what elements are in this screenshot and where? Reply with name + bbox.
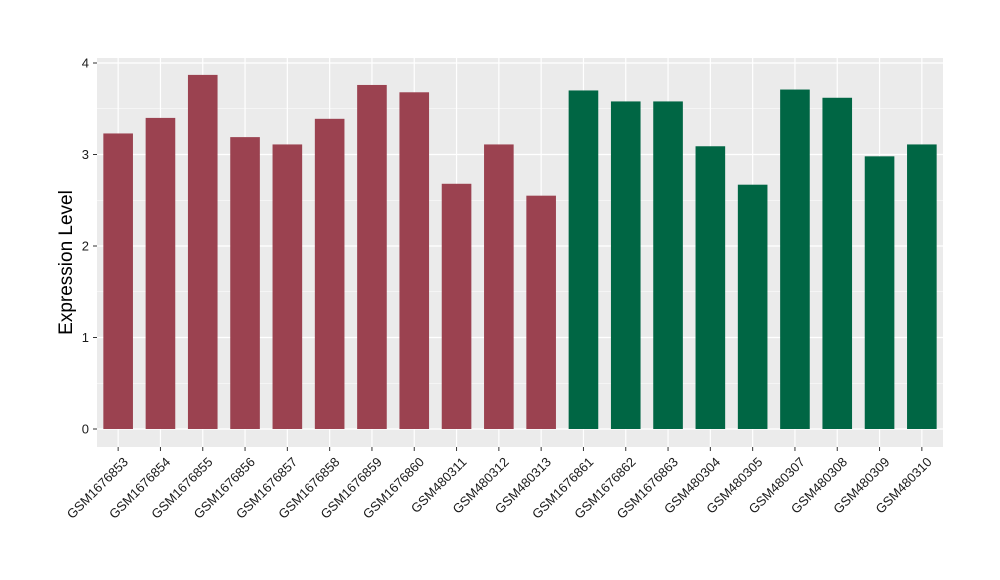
x-axis: GSM1676853GSM1676854GSM1676855GSM1676856… [64,447,935,522]
bar-GSM1676859 [357,84,387,430]
bar-GSM1676855 [187,74,218,430]
y-axis-title: Expression Level [56,190,77,335]
y-axis: 0 1 2 3 4 [82,56,97,437]
bar-GSM480308 [822,97,853,430]
bar-GSM480313 [526,195,556,429]
bar-GSM480311 [441,183,472,429]
y-tick-label: 2 [82,239,89,254]
bar-GSM480309 [864,156,895,429]
bar-GSM1676857 [272,144,303,429]
bar-GSM480305 [737,184,768,429]
bar-GSM480310 [907,144,937,429]
y-tick-label: 0 [82,422,89,437]
plot-panel [97,58,943,447]
bars [103,74,937,430]
y-tick-label: 3 [82,147,89,162]
bar-GSM1676863 [653,101,683,430]
bar-GSM1676853 [103,133,133,429]
bar-GSM1676860 [399,92,430,429]
bar-GSM1676861 [568,90,599,429]
bar-GSM1676854 [145,117,176,430]
bar-GSM1676858 [314,118,345,429]
bar-GSM1676862 [610,101,641,430]
y-tick-label: 4 [82,56,89,71]
y-tick-label: 1 [82,330,89,345]
bar-GSM480307 [780,89,810,429]
bar-GSM480304 [695,146,726,429]
bar-GSM480312 [484,144,514,429]
bar-GSM1676856 [230,137,260,430]
